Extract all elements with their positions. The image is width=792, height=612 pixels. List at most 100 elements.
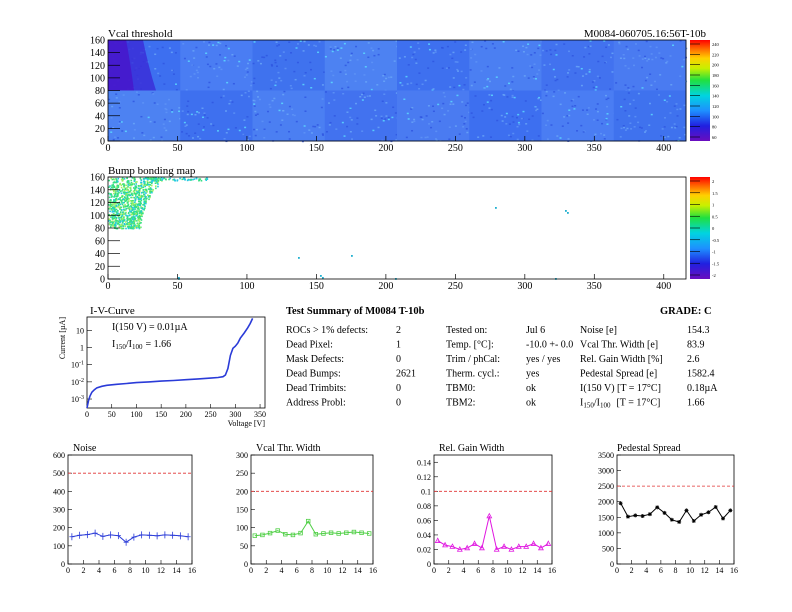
pixel-speckle	[595, 108, 598, 110]
pixel-speckle	[225, 132, 228, 134]
dead-bump	[127, 223, 129, 225]
pixel-speckle	[236, 65, 239, 67]
data-point	[185, 533, 191, 541]
small-xtick-label: 16	[188, 566, 196, 575]
pixel-speckle	[381, 139, 384, 142]
dead-bump	[118, 214, 121, 216]
pixel-speckle	[303, 40, 306, 43]
dead-bump	[114, 223, 117, 226]
dead-bump	[143, 180, 145, 183]
pixel-speckle	[513, 96, 516, 99]
pixel-speckle	[512, 75, 515, 78]
small-ytick-label: 3000	[598, 467, 614, 476]
pixel-speckle	[248, 135, 251, 138]
pixel-speckle	[274, 61, 277, 64]
pixel-speckle	[156, 103, 159, 106]
pixel-speckle	[415, 62, 418, 64]
dead-bump	[143, 203, 145, 206]
pixel-speckle	[232, 82, 235, 85]
dead-bump	[126, 223, 128, 225]
pixel-speckle	[377, 53, 380, 56]
pixel-speckle	[110, 117, 113, 119]
small-xtick-label: 16	[548, 566, 556, 575]
pixel-speckle	[622, 53, 625, 56]
data-point	[69, 533, 75, 541]
dead-bump	[111, 211, 114, 213]
dead-bump	[204, 178, 207, 180]
pixel-speckle	[672, 44, 675, 47]
dead-bump	[114, 202, 117, 205]
dead-bump	[132, 211, 135, 214]
pixel-speckle	[274, 59, 277, 62]
series-line	[437, 515, 549, 551]
pixel-speckle	[246, 71, 249, 73]
pixel-speckle	[441, 67, 444, 69]
dead-bump	[151, 179, 154, 182]
pixel-speckle	[309, 61, 312, 64]
dead-bump	[135, 210, 138, 213]
dead-bump	[129, 186, 131, 189]
pixel-speckle	[313, 77, 316, 80]
pixel-speckle	[411, 56, 414, 59]
dead-bump	[140, 179, 143, 181]
dead-bump	[114, 210, 116, 212]
pixel-speckle	[503, 94, 506, 96]
pixel-speckle	[605, 118, 608, 121]
pixel-speckle	[302, 83, 305, 86]
pixel-speckle	[605, 117, 608, 120]
pixel-speckle	[427, 105, 430, 107]
pixel-speckle	[165, 108, 168, 111]
dead-bump	[320, 275, 322, 277]
pixel-speckle	[539, 99, 542, 101]
pixel-speckle	[500, 114, 503, 117]
pixel-speckle	[132, 137, 135, 139]
dead-bump	[112, 210, 115, 213]
dead-bump	[133, 180, 136, 183]
dead-bump	[126, 181, 129, 183]
pixel-speckle	[659, 74, 662, 76]
pixel-speckle	[675, 125, 678, 128]
vcal-xtick-label: 400	[656, 143, 671, 154]
data-point	[515, 543, 522, 549]
dead-bump	[145, 202, 147, 205]
pixel-speckle	[253, 100, 256, 102]
pixel-speckle	[468, 111, 471, 114]
dead-bump	[122, 206, 125, 208]
pixel-speckle	[394, 112, 397, 114]
pixel-speckle	[504, 116, 507, 118]
summary-value: ok	[526, 398, 536, 409]
pixel-speckle	[197, 123, 200, 125]
data-point	[267, 530, 273, 536]
pixel-speckle	[559, 103, 562, 106]
pixel-speckle	[543, 64, 546, 66]
dead-bump	[125, 194, 127, 197]
pixel-speckle	[304, 96, 307, 98]
data-point	[662, 510, 667, 515]
dead-bump	[145, 200, 147, 202]
data-point	[366, 531, 372, 536]
pixel-speckle	[474, 95, 477, 97]
pixel-speckle	[289, 84, 292, 87]
pixel-speckle	[333, 115, 336, 117]
small-ytick-label: 1500	[598, 513, 614, 522]
dead-bump	[121, 209, 123, 211]
iv-ylabel: Current [µA]	[58, 317, 67, 359]
dead-bump	[124, 205, 127, 208]
data-point	[633, 513, 638, 518]
bump-xtick-label: 150	[309, 281, 324, 292]
data-point	[313, 532, 319, 537]
dead-bump	[117, 215, 120, 218]
dead-bump	[140, 186, 143, 189]
pixel-speckle	[303, 132, 306, 134]
dead-bump	[120, 218, 123, 221]
iv-ytick-label: 10-3	[71, 395, 84, 404]
dead-bump	[144, 205, 146, 208]
dead-bump	[127, 197, 129, 199]
pixel-speckle	[568, 109, 571, 111]
pixel-speckle	[333, 99, 336, 101]
vcal-colorbar-label: 80	[712, 125, 717, 130]
dead-bump	[127, 201, 129, 204]
pixel-speckle	[339, 57, 342, 59]
pixel-speckle	[147, 116, 150, 119]
